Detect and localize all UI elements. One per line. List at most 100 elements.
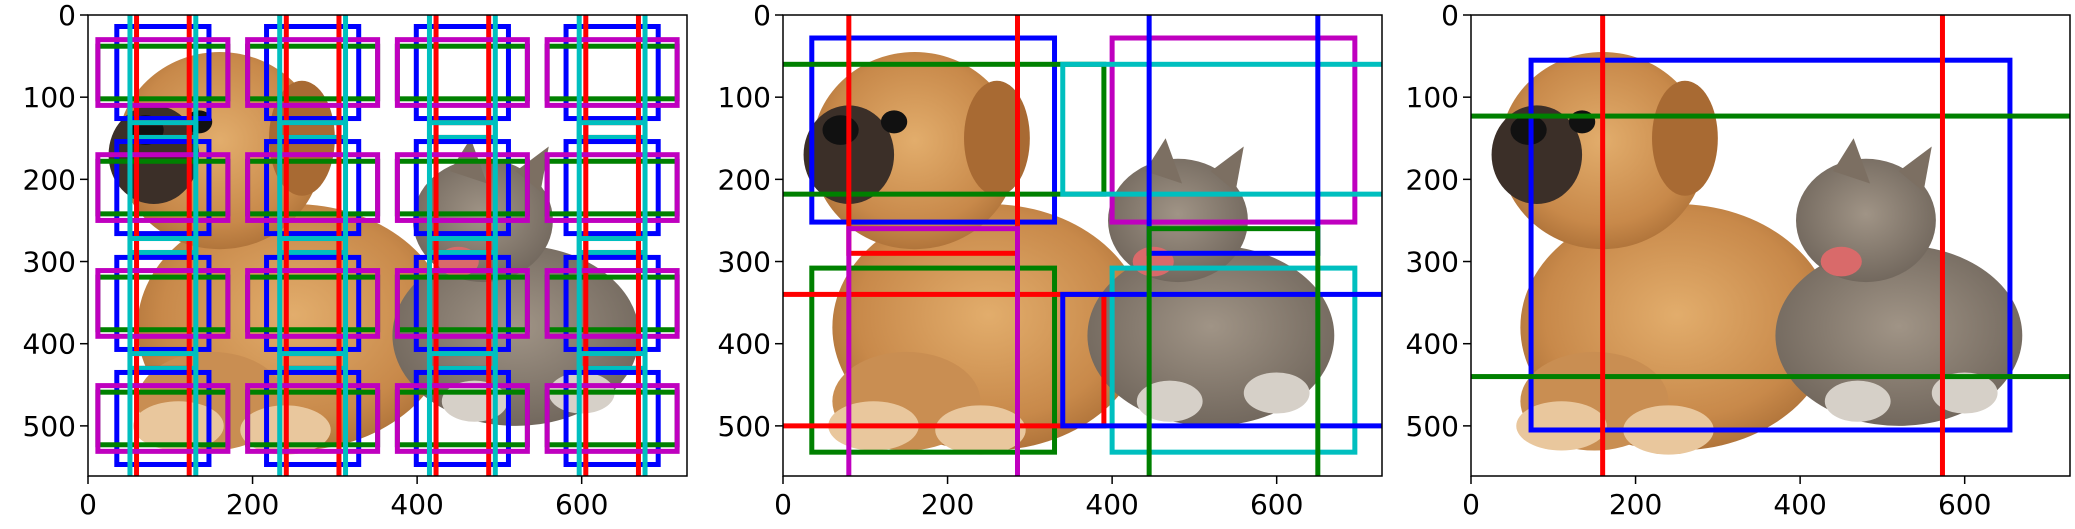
bbox-blue bbox=[563, 369, 661, 467]
x-tick-label: 600 bbox=[1938, 488, 1991, 521]
y-tick-label: 300 bbox=[23, 246, 76, 279]
bbox-green bbox=[809, 265, 1058, 455]
y-tick-label: 0 bbox=[58, 0, 76, 32]
bbox-blue bbox=[563, 24, 661, 122]
bbox-blue bbox=[264, 369, 362, 467]
y-tick-label: 0 bbox=[1441, 0, 1459, 32]
bbox-blue bbox=[114, 139, 212, 237]
bbox-magenta bbox=[245, 268, 381, 339]
bbox-magenta bbox=[394, 37, 530, 108]
x-tick-label: 600 bbox=[1250, 488, 1303, 521]
x-tick-label: 200 bbox=[226, 488, 279, 521]
bbox-magenta bbox=[544, 268, 680, 339]
bbox-blue bbox=[413, 254, 511, 352]
y-tick-label: 300 bbox=[1406, 246, 1459, 279]
bbox-blue bbox=[413, 24, 511, 122]
bbox-magenta bbox=[544, 37, 680, 108]
bbox-cyan bbox=[576, 351, 648, 476]
x-tick-label: 200 bbox=[921, 488, 974, 521]
bbox-magenta bbox=[245, 152, 381, 223]
y-tick-label: 200 bbox=[23, 163, 76, 196]
bbox-red bbox=[846, 15, 1020, 256]
bbox-cyan bbox=[127, 15, 199, 140]
bbox-blue bbox=[114, 24, 212, 122]
y-tick-label: 200 bbox=[718, 163, 771, 196]
bbox-green bbox=[783, 61, 1107, 197]
y-tick-label: 100 bbox=[23, 81, 76, 114]
y-tick-label: 100 bbox=[718, 81, 771, 114]
bbox-cyan bbox=[277, 15, 349, 140]
panel-2: 0 200 400 600 0 100 200 300 400 500 bbox=[718, 0, 1383, 521]
y-tick-label: 500 bbox=[23, 410, 76, 443]
bbox-magenta bbox=[245, 383, 381, 454]
bbox-blue bbox=[563, 139, 661, 237]
y-tick-label: 400 bbox=[1406, 328, 1459, 361]
x-tick-label: 400 bbox=[390, 488, 443, 521]
x-tick-label: 0 bbox=[79, 488, 97, 521]
y-tick-label: 100 bbox=[1406, 81, 1459, 114]
y-tick-label: 400 bbox=[718, 328, 771, 361]
bbox-cyan bbox=[277, 351, 349, 476]
axes-frame bbox=[1470, 14, 2071, 477]
y-tick-label: 300 bbox=[718, 246, 771, 279]
bbox-blue bbox=[413, 139, 511, 237]
bbox-magenta bbox=[394, 383, 530, 454]
x-tick-label: 600 bbox=[555, 488, 608, 521]
x-tick-label: 0 bbox=[774, 488, 792, 521]
bbox-cyan bbox=[1109, 265, 1358, 455]
x-tick-label: 400 bbox=[1085, 488, 1138, 521]
bbox-cyan bbox=[127, 351, 199, 476]
bbox-magenta bbox=[544, 383, 680, 454]
dog-and-cat-photo bbox=[1471, 15, 2070, 476]
bbox-cyan bbox=[277, 120, 349, 255]
bbox-cyan bbox=[576, 120, 648, 255]
bbox-magenta bbox=[95, 152, 231, 223]
panel-3: 0 200 400 600 0 100 200 300 400 500 bbox=[1406, 0, 2071, 521]
y-tick-label: 0 bbox=[753, 0, 771, 32]
bbox-blue bbox=[264, 24, 362, 122]
dog-and-cat-photo bbox=[88, 15, 687, 476]
bbox-cyan bbox=[576, 236, 648, 371]
bbox-blue bbox=[1146, 15, 1321, 256]
bbox-cyan bbox=[426, 236, 498, 371]
bbox-blue bbox=[1528, 57, 2013, 433]
x-tick-label: 400 bbox=[1773, 488, 1826, 521]
bbox-blue bbox=[264, 254, 362, 352]
bbox-cyan bbox=[277, 236, 349, 371]
bbox-magenta bbox=[394, 268, 530, 339]
bbox-blue bbox=[1060, 291, 1382, 429]
panel-1: 0 200 400 600 0 100 200 300 400 500 bbox=[23, 0, 688, 521]
bbox-cyan bbox=[426, 120, 498, 255]
bbox-blue bbox=[114, 369, 212, 467]
bbox-green bbox=[1471, 113, 2070, 380]
bbox-blue bbox=[114, 254, 212, 352]
bbox-magenta bbox=[544, 152, 680, 223]
bbox-magenta bbox=[394, 152, 530, 223]
y-tick-label: 200 bbox=[1406, 163, 1459, 196]
bbox-red bbox=[783, 291, 1107, 429]
bbox-magenta bbox=[95, 383, 231, 454]
bbox-cyan bbox=[426, 351, 498, 476]
bbox-magenta bbox=[245, 37, 381, 108]
bounding-boxes bbox=[783, 15, 1382, 476]
x-tick-label: 0 bbox=[1462, 488, 1480, 521]
bbox-blue bbox=[563, 254, 661, 352]
bbox-cyan bbox=[576, 15, 648, 140]
bbox-magenta bbox=[1109, 35, 1358, 225]
dog-and-cat-photo bbox=[783, 15, 1382, 476]
bbox-cyan bbox=[127, 236, 199, 371]
bbox-green bbox=[1146, 226, 1321, 476]
y-tick-label: 400 bbox=[23, 328, 76, 361]
bbox-magenta bbox=[846, 226, 1020, 476]
bbox-blue bbox=[413, 369, 511, 467]
axes-frame bbox=[87, 14, 688, 477]
bbox-red bbox=[1600, 15, 1945, 476]
y-tick-label: 500 bbox=[1406, 410, 1459, 443]
bbox-blue bbox=[264, 139, 362, 237]
bounding-boxes bbox=[95, 15, 680, 476]
y-tick-label: 500 bbox=[718, 410, 771, 443]
bbox-magenta bbox=[95, 37, 231, 108]
axes-frame bbox=[782, 14, 1383, 477]
x-tick-label: 200 bbox=[1609, 488, 1662, 521]
